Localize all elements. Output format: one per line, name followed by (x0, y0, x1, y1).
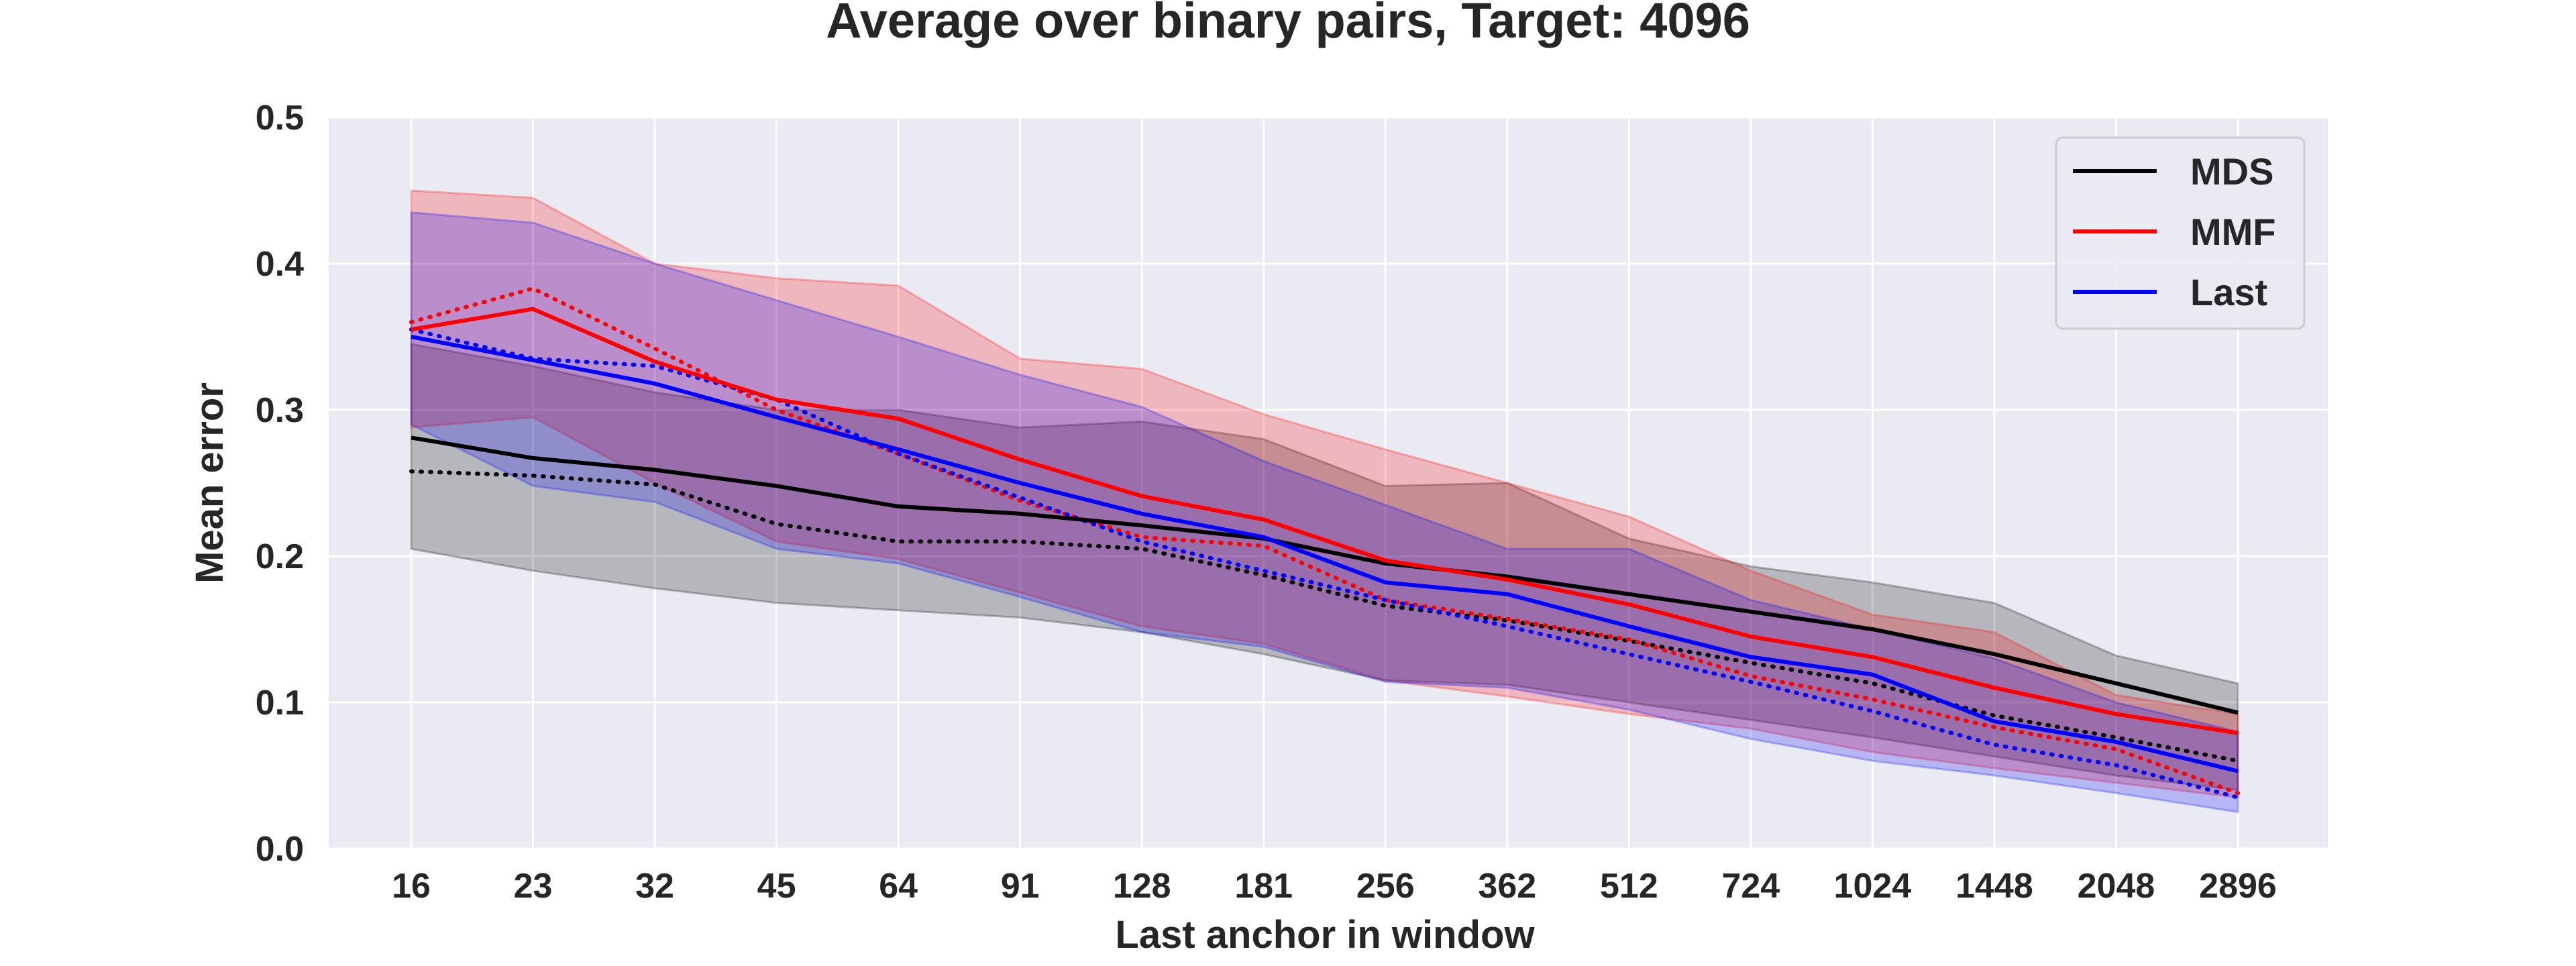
x-tick-label: 1024 (1834, 867, 1912, 906)
legend-label-last: Last (2190, 271, 2267, 313)
x-tick-label: 32 (635, 867, 674, 906)
legend-label-mmf: MMF (2190, 211, 2276, 253)
x-tick-labels: 16 23 32 45 64 91 128 181 256 362 512 724 1024 1448 20… (392, 867, 2277, 906)
band-mds (410, 343, 2239, 792)
chart-title: Average over binary pairs, Target: 4096 (826, 0, 1750, 48)
x-tick-label: 45 (757, 867, 796, 906)
x-tick-label: 91 (1001, 867, 1040, 906)
x-tick-label: 2048 (2078, 867, 2155, 906)
y-tick-label: 0.1 (256, 684, 304, 722)
x-tick-label: 16 (392, 867, 431, 906)
line-dotted-mds (409, 469, 2240, 763)
x-tick-label: 128 (1113, 867, 1171, 906)
band-mmf (410, 189, 2239, 799)
x-axis-label: Last anchor in window (1115, 913, 1535, 957)
x-tick-label: 362 (1478, 867, 1536, 906)
y-axis-label: Mean error (188, 382, 231, 584)
x-tick-label: 2896 (2199, 867, 2277, 906)
line-mmf (411, 307, 2239, 735)
x-tick-label: 23 (514, 867, 553, 906)
y-tick-label: 0.3 (256, 391, 304, 430)
x-tick-label: 724 (1721, 867, 1780, 906)
x-tick-label: 181 (1234, 867, 1293, 906)
y-tick-label: 0.0 (256, 830, 304, 869)
x-tick-label: 256 (1356, 867, 1415, 906)
x-tick-label: 512 (1600, 867, 1658, 906)
x-tick-label: 64 (879, 867, 918, 906)
line-dotted-last (409, 327, 2240, 800)
legend: MDS MMF Last (2055, 136, 2306, 330)
series-lines (409, 286, 2240, 800)
y-tick-label: 0.2 (256, 537, 304, 576)
y-tick-labels: 0.0 0.1 0.2 0.3 0.4 0.5 (256, 99, 304, 869)
legend-label-mds: MDS (2190, 150, 2273, 193)
y-tick-label: 0.5 (256, 99, 304, 138)
y-tick-label: 0.4 (256, 245, 304, 284)
line-last (411, 335, 2239, 773)
line-mds (411, 435, 2239, 715)
x-tick-label: 1448 (1955, 867, 2033, 906)
legend-box (2055, 136, 2306, 330)
